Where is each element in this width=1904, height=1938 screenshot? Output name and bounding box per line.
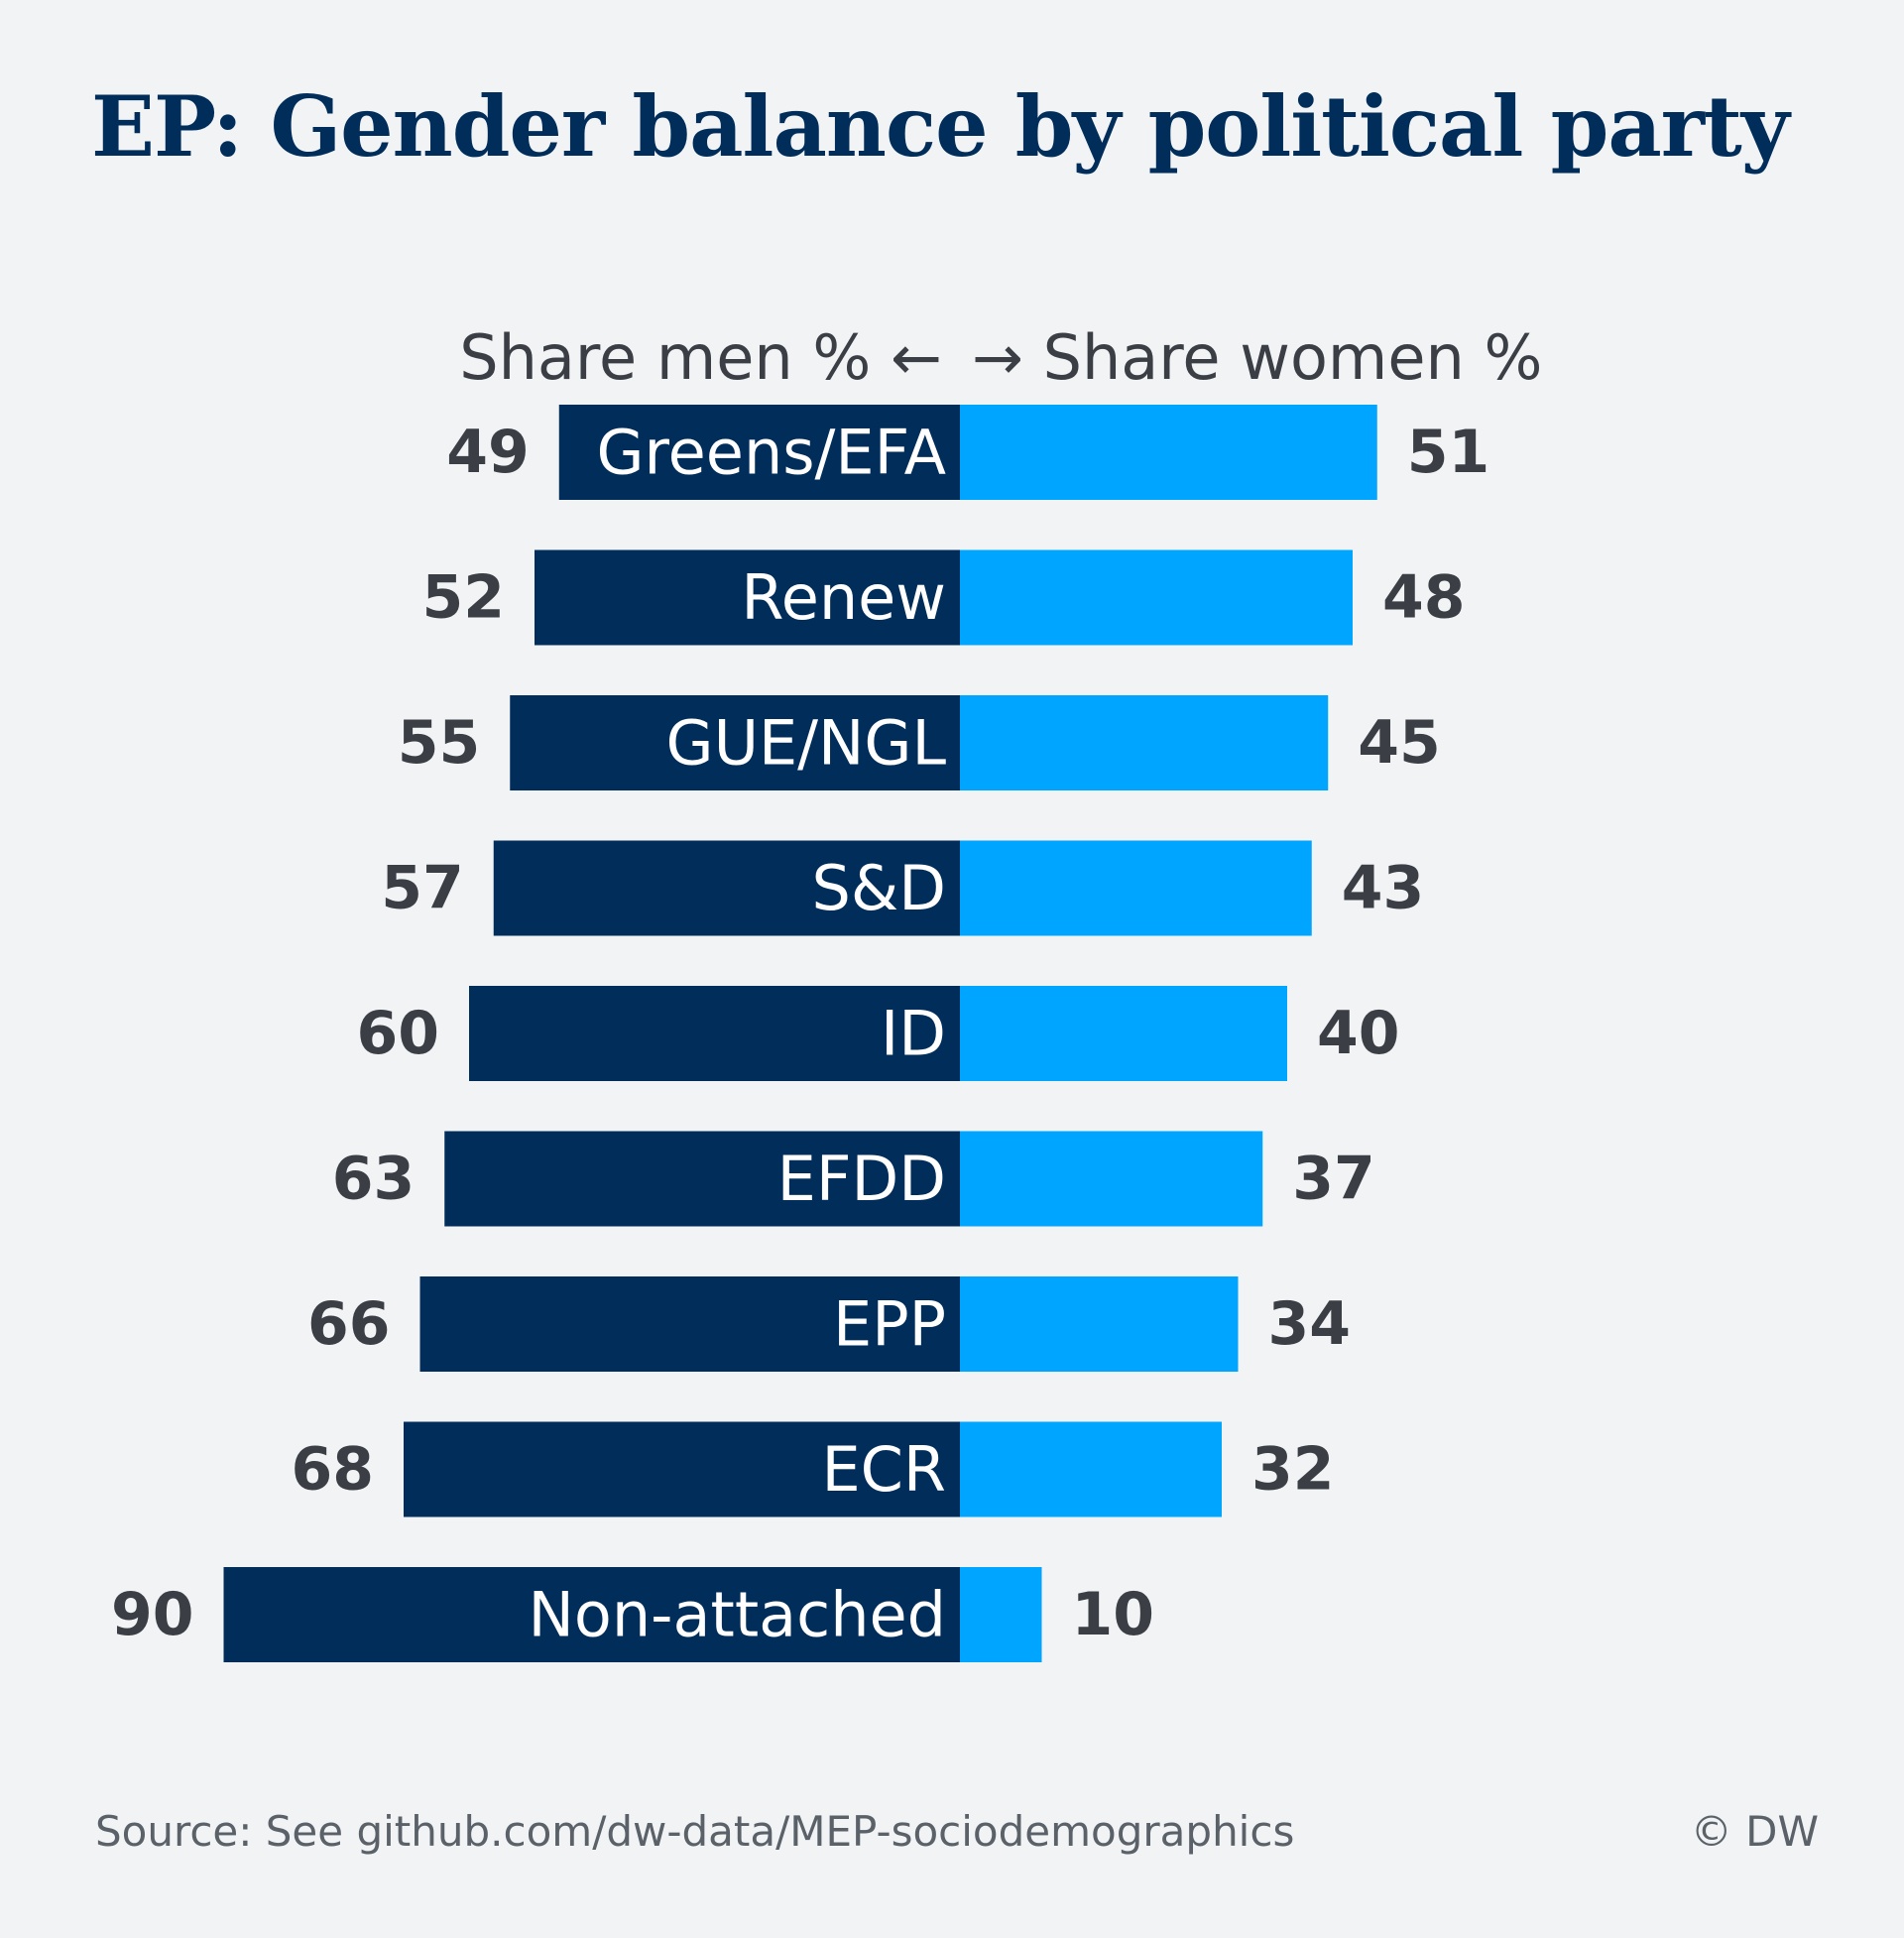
men-value-label: 52: [422, 563, 506, 633]
women-bar: [960, 840, 1312, 936]
bar-rows: Greens/EFA 49 51 Renew 52 48 GUE/NGL 55 45 S&D 57 4…: [111, 405, 1489, 1662]
bar-row: Greens/EFA 49 51: [446, 405, 1489, 500]
category-label: EFDD: [777, 1143, 946, 1215]
diverging-bar-chart: Share men % ← → Share women % Greens/EFA…: [111, 321, 1542, 1662]
men-value-label: 90: [111, 1580, 194, 1649]
women-value-label: 51: [1407, 418, 1490, 487]
category-label: ECR: [821, 1433, 946, 1506]
bar-row: EFDD 63 37: [332, 1131, 1375, 1227]
category-label: GUE/NGL: [666, 707, 947, 780]
men-value-label: 55: [398, 708, 481, 778]
men-value-label: 68: [292, 1435, 375, 1505]
women-value-label: 10: [1072, 1580, 1155, 1649]
header-women-label: → Share women %: [972, 321, 1542, 394]
women-bar: [960, 1131, 1263, 1227]
women-value-label: 32: [1251, 1435, 1335, 1505]
women-value-label: 40: [1317, 999, 1400, 1068]
bar-row: ID 60 40: [357, 986, 1400, 1081]
women-bar: [960, 986, 1287, 1081]
category-label: ID: [881, 998, 946, 1070]
header-men-label: Share men % ←: [459, 321, 942, 394]
women-bar: [960, 1567, 1042, 1662]
men-bar: [493, 840, 960, 936]
copyright-credit: © DW: [1690, 1807, 1819, 1856]
chart-title: EP: Gender balance by political party: [91, 77, 1790, 176]
bar-row: EPP 66 34: [307, 1276, 1351, 1372]
men-value-label: 60: [357, 999, 440, 1068]
category-label: Non-attached: [529, 1579, 946, 1651]
women-bar: [960, 1421, 1222, 1517]
women-value-label: 34: [1268, 1289, 1352, 1359]
men-value-label: 49: [446, 418, 530, 487]
women-value-label: 48: [1382, 563, 1466, 633]
category-label: Renew: [741, 561, 946, 634]
women-bar: [960, 405, 1377, 500]
category-label: S&D: [812, 852, 946, 924]
women-value-label: 45: [1358, 708, 1441, 778]
women-value-label: 43: [1342, 854, 1425, 923]
men-value-label: 63: [332, 1145, 416, 1214]
men-bar: [419, 1276, 960, 1372]
women-bar: [960, 549, 1353, 646]
men-bar: [223, 1567, 960, 1662]
women-value-label: 37: [1292, 1145, 1375, 1214]
men-bar: [469, 986, 960, 1081]
bar-row: Non-attached 90 10: [111, 1567, 1154, 1662]
men-bar: [558, 405, 960, 500]
bar-row: GUE/NGL 55 45: [398, 695, 1441, 790]
men-value-label: 66: [307, 1289, 391, 1359]
bar-row: S&D 57 43: [381, 840, 1425, 936]
men-bar: [404, 1421, 960, 1517]
women-bar: [960, 1276, 1239, 1372]
men-bar: [535, 549, 960, 646]
men-bar: [510, 695, 960, 790]
men-bar: [444, 1131, 960, 1227]
men-value-label: 57: [381, 854, 464, 923]
source-note: Source: See github.com/dw-data/MEP-socio…: [95, 1807, 1295, 1856]
women-bar: [960, 695, 1329, 790]
bar-row: Renew 52 48: [422, 549, 1466, 646]
category-label: EPP: [833, 1288, 946, 1361]
bar-row: ECR 68 32: [292, 1421, 1335, 1517]
category-label: Greens/EFA: [596, 417, 946, 489]
